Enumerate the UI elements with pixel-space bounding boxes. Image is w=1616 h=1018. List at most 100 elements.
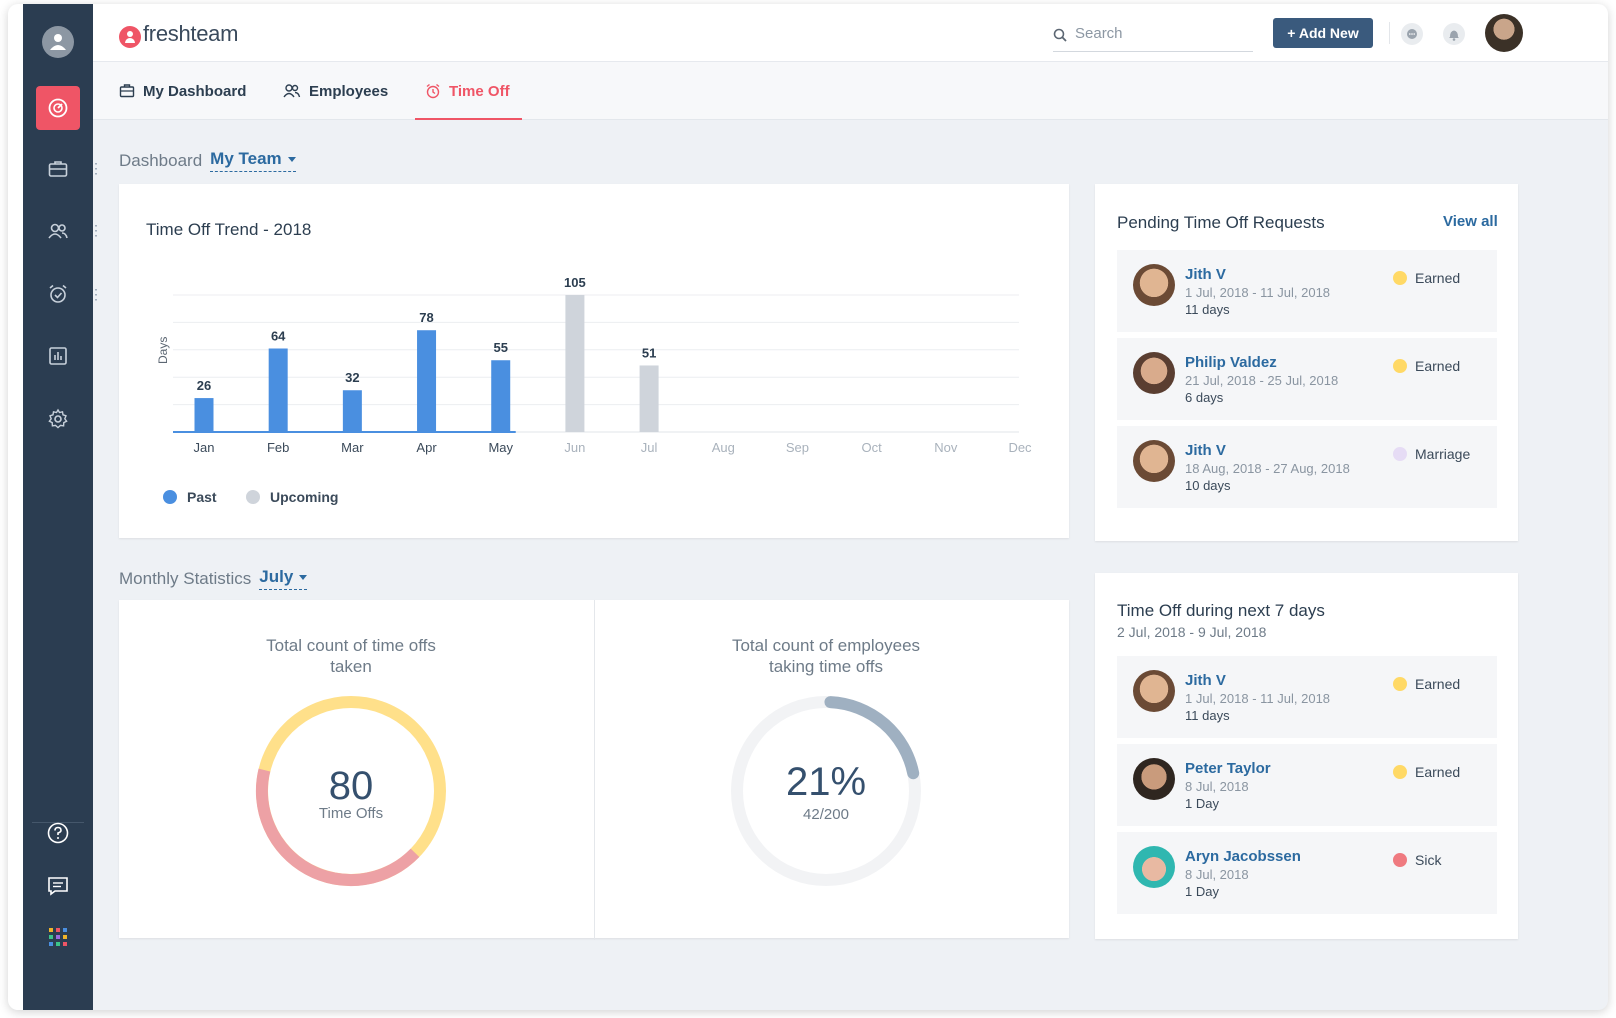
x-tick-label: Jan — [194, 440, 215, 455]
stat-title-line: Total count of time offs — [266, 636, 436, 655]
dashboard-heading: Dashboard My Team — [119, 149, 296, 172]
leave-type-label: Earned — [1415, 764, 1461, 780]
freshteam-logo[interactable]: freshteam — [119, 20, 238, 48]
timeoff-item[interactable]: Jith V 1 Jul, 2018 - 11 Jul, 2018 11 day… — [1117, 656, 1497, 738]
search-input[interactable]: Search — [1075, 25, 1123, 42]
request-dates: 21 Jul, 2018 - 25 Jul, 2018 — [1185, 373, 1339, 388]
bar-may[interactable] — [491, 360, 511, 432]
view-all-link[interactable]: View all — [1443, 213, 1498, 230]
pending-title: Pending Time Off Requests — [1117, 213, 1325, 232]
app-window: ⋮ ⋮ ⋮ — [8, 4, 1608, 1010]
team-filter-value: My Team — [210, 149, 282, 168]
stats-divider — [594, 600, 595, 940]
x-tick-label: Aug — [712, 440, 735, 455]
sidebar-item-jobs[interactable] — [36, 147, 80, 191]
bar-chart-icon — [49, 347, 67, 365]
sidebar: ⋮ ⋮ ⋮ — [23, 4, 103, 1010]
timeoff-item[interactable]: Peter Taylor 8 Jul, 2018 1 Day Earned — [1117, 744, 1497, 826]
sidebar-item-dashboard[interactable] — [36, 86, 80, 130]
sidebar-item-reports[interactable] — [36, 334, 80, 378]
avatar — [1133, 846, 1175, 888]
profile-avatar[interactable] — [1485, 14, 1523, 52]
pending-requests-card: Pending Time Off Requests View all Jith … — [1095, 184, 1518, 541]
tab-label: Time Off — [449, 82, 510, 100]
next7-title: Time Off during next 7 days — [1117, 601, 1325, 620]
request-dates: 1 Jul, 2018 - 11 Jul, 2018 — [1185, 285, 1331, 300]
avatar — [1133, 352, 1175, 394]
x-tick-label: Apr — [416, 440, 437, 455]
employee-name-link[interactable]: Peter Taylor — [1185, 760, 1271, 777]
month-filter-value: July — [259, 567, 294, 586]
request-days: 10 days — [1185, 478, 1231, 493]
employee-name-link[interactable]: Jith V — [1185, 672, 1226, 689]
leave-type-dot — [1393, 765, 1407, 779]
tab-label: My Dashboard — [143, 82, 247, 100]
search-field[interactable]: Search — [1053, 24, 1253, 52]
month-filter-dropdown[interactable]: July — [259, 567, 308, 590]
bell-icon[interactable] — [1443, 23, 1465, 45]
add-new-button[interactable]: + Add New — [1273, 18, 1373, 48]
sidebar-item-timeoff[interactable] — [36, 272, 80, 316]
x-tick-label: Feb — [267, 440, 289, 455]
bar-mar[interactable] — [342, 390, 362, 432]
bar-apr[interactable] — [417, 330, 437, 432]
avatar — [1133, 758, 1175, 800]
topbar: freshteam Search + Add New — [93, 4, 1608, 62]
legend-past: Past — [163, 489, 217, 505]
tab-time-off[interactable]: Time Off — [425, 62, 510, 120]
employee-name-link[interactable]: Aryn Jacobssen — [1185, 848, 1301, 865]
alarm-check-icon — [49, 284, 67, 303]
leave-type-dot — [1393, 447, 1407, 461]
stat-title-line: Total count of employees — [731, 636, 921, 655]
sidebar-more-jobs-icon[interactable]: ⋮ — [89, 160, 103, 176]
timeoff-item[interactable]: Aryn Jacobssen 8 Jul, 2018 1 Day Sick — [1117, 832, 1497, 914]
y-axis-label: Days — [156, 337, 170, 364]
employee-name-link[interactable]: Philip Valdez — [1185, 354, 1277, 371]
chat-icon[interactable] — [1401, 23, 1423, 45]
dashboard-label: Dashboard — [119, 150, 203, 170]
timeoffs-sub: Time Offs — [318, 805, 384, 822]
avatar — [1133, 670, 1175, 712]
bar-feb[interactable] — [268, 348, 288, 432]
sidebar-item-help[interactable] — [36, 811, 80, 855]
employee-name-link[interactable]: Jith V — [1185, 442, 1226, 459]
sidebar-item-messages[interactable] — [36, 864, 80, 908]
timeoff-days: 11 days — [1185, 708, 1230, 723]
bar-jul[interactable] — [639, 365, 659, 432]
legend-upcoming-dot — [246, 490, 260, 504]
request-item[interactable]: Philip Valdez 21 Jul, 2018 - 25 Jul, 201… — [1117, 338, 1497, 420]
x-tick-label: Jul — [641, 440, 658, 455]
window-border — [8, 4, 23, 1010]
sidebar-item-settings[interactable] — [36, 397, 80, 441]
employees-percent: 21% — [785, 760, 867, 804]
data-label: 105 — [564, 275, 586, 290]
sidebar-item-employees[interactable] — [36, 209, 80, 253]
legend-upcoming-label: Upcoming — [270, 489, 339, 505]
data-label: 78 — [419, 310, 433, 325]
sidebar-more-timeoff-icon[interactable]: ⋮ — [89, 286, 103, 302]
sidebar-item-apps[interactable] — [36, 915, 80, 959]
tab-my-dashboard[interactable]: My Dashboard — [119, 62, 246, 120]
legend-past-dot — [163, 490, 177, 504]
trend-chart: 26 64 32 78 55 105 51 Jan Feb Mar Apr May Jun Jul Aug… — [156, 275, 1032, 455]
topbar-separator — [1389, 22, 1390, 44]
tab-employees[interactable]: Employees — [283, 62, 388, 120]
bar-jan[interactable] — [194, 398, 214, 432]
logo-mark-icon — [119, 26, 141, 48]
sidebar-more-employees-icon[interactable]: ⋮ — [89, 222, 103, 238]
timeoffs-stat-title: Total count of time offs taken — [161, 635, 541, 677]
employee-name-link[interactable]: Jith V — [1185, 266, 1226, 283]
x-tick-label: Mar — [341, 440, 364, 455]
request-item[interactable]: Jith V 18 Aug, 2018 - 27 Aug, 2018 10 da… — [1117, 426, 1497, 508]
legend-past-label: Past — [187, 489, 217, 505]
team-filter-dropdown[interactable]: My Team — [210, 149, 296, 172]
bar-jun[interactable] — [565, 295, 585, 432]
leave-type: Earned — [1393, 270, 1460, 286]
help-icon — [47, 822, 69, 844]
user-avatar-icon[interactable] — [42, 26, 74, 58]
leave-type-dot — [1393, 853, 1407, 867]
timeoff-days: 1 Day — [1185, 884, 1219, 899]
avatar — [1133, 264, 1175, 306]
request-item[interactable]: Jith V 1 Jul, 2018 - 11 Jul, 2018 11 day… — [1117, 250, 1497, 332]
next-7-days-card: Time Off during next 7 days 2 Jul, 2018 … — [1095, 573, 1518, 939]
